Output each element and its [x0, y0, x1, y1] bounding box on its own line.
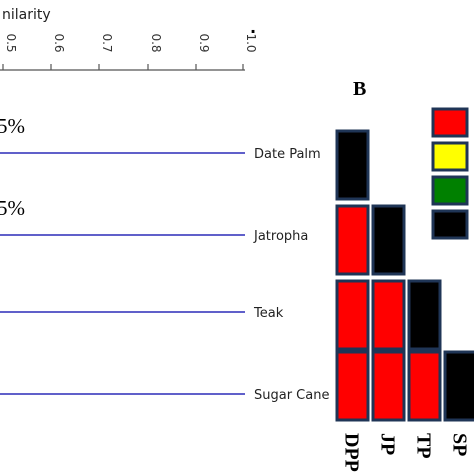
similarity-matrix: [335, 129, 474, 422]
matrix-cell: [335, 279, 370, 351]
legend-swatch: [431, 175, 469, 206]
column-label: JP: [377, 433, 399, 455]
legend-swatch: [431, 141, 469, 172]
matrix-cell: [407, 350, 442, 422]
leaf-label: Jatropha: [253, 229, 308, 244]
matrix-cell: [443, 350, 474, 422]
panel-b-label: B: [353, 78, 366, 100]
matrix-cell: [335, 350, 370, 422]
axis-tick-label: 0.5: [4, 33, 18, 52]
branch-percent: 5%: [0, 114, 25, 138]
column-label: SP: [449, 433, 471, 456]
axis-tick-label: 1.0: [244, 33, 258, 52]
matrix-cell: [335, 129, 370, 201]
axis-tick-label: 0.7: [100, 33, 114, 52]
leaf-label: Date Palm: [254, 147, 321, 162]
axis-tick-label: 0.8: [149, 33, 163, 52]
column-label: TP: [413, 433, 435, 459]
column-label: DPP: [341, 433, 363, 472]
axis-title: nilarity: [2, 7, 51, 23]
matrix-cell: [371, 204, 406, 276]
branch-percent: 5%: [0, 196, 25, 220]
matrix-cell: [335, 204, 370, 276]
axis-tick-label: 0.6: [52, 33, 66, 52]
leaf-label: Teak: [253, 306, 284, 321]
leaf-label: Sugar Cane: [254, 388, 329, 403]
matrix-cell: [371, 350, 406, 422]
dendrogram: Date Palm 5% Jatropha 5% Teak Sugar Cane: [0, 114, 329, 403]
legend-swatch: [431, 209, 469, 240]
similarity-axis: nilarity 0.5 0.6 0.7 0.8 0.9 1.0 .: [0, 7, 258, 71]
legend-swatch: [431, 107, 469, 138]
legend: [431, 107, 469, 240]
matrix-cell: [371, 279, 406, 351]
axis-dot: .: [250, 18, 256, 37]
axis-tick-label: 0.9: [197, 33, 211, 52]
column-labels: DPP JP TP SP: [341, 433, 471, 472]
matrix-cell: [407, 279, 442, 351]
